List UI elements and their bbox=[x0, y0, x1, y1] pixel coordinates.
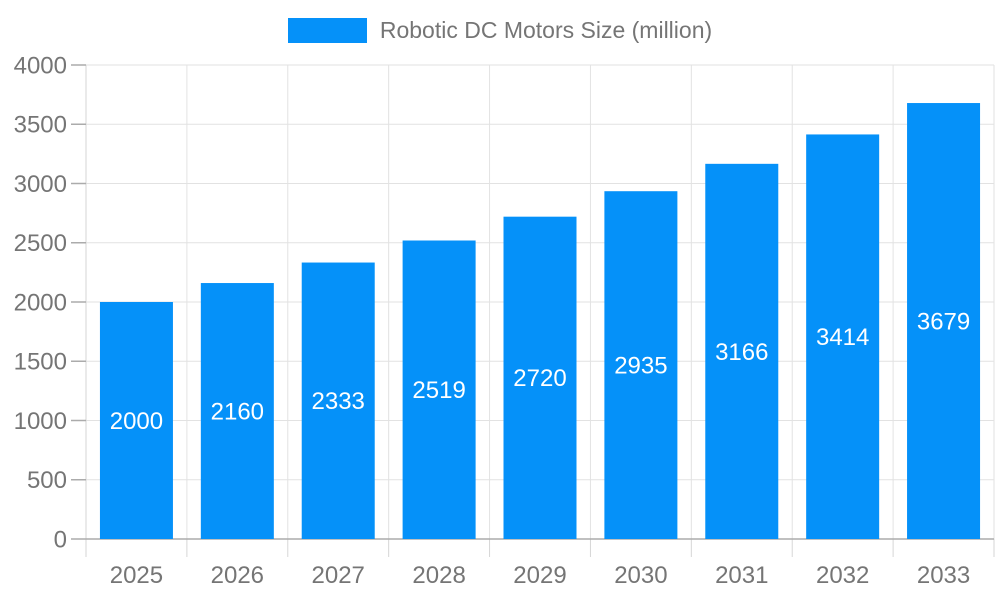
y-axis-label: 2500 bbox=[14, 230, 67, 257]
x-axis-label: 2030 bbox=[614, 562, 667, 589]
x-axis-label: 2033 bbox=[917, 562, 970, 589]
bar-value-label: 3679 bbox=[917, 308, 970, 335]
x-axis-label: 2026 bbox=[211, 562, 264, 589]
legend-label: Robotic DC Motors Size (million) bbox=[379, 17, 713, 43]
y-axis-label: 3000 bbox=[14, 171, 67, 198]
legend-item[interactable]: Robotic DC Motors Size (million) bbox=[0, 17, 1000, 44]
x-axis-label: 2029 bbox=[513, 562, 566, 589]
y-axis-label: 1000 bbox=[14, 408, 67, 435]
y-axis-label: 0 bbox=[54, 526, 67, 553]
bar-value-label: 2935 bbox=[614, 353, 667, 380]
bar-2026[interactable] bbox=[200, 283, 274, 539]
bar-2029[interactable] bbox=[503, 216, 577, 539]
bar-value-label: 3414 bbox=[816, 324, 869, 351]
y-axis-label: 1500 bbox=[14, 349, 67, 376]
bar-value-label: 2720 bbox=[513, 365, 566, 392]
y-axis-label: 4000 bbox=[14, 52, 67, 79]
bar-value-label: 2160 bbox=[211, 398, 264, 425]
bar-2025[interactable] bbox=[99, 302, 173, 539]
bar-value-label: 2000 bbox=[110, 408, 163, 435]
bar-2032[interactable] bbox=[806, 134, 880, 540]
bar-value-label: 2519 bbox=[412, 377, 465, 404]
bar-2028[interactable] bbox=[402, 240, 476, 539]
bar-2031[interactable] bbox=[705, 163, 779, 540]
x-axis-label: 2028 bbox=[412, 562, 465, 589]
x-axis-label: 2027 bbox=[312, 562, 365, 589]
y-axis-label: 3500 bbox=[14, 112, 67, 139]
bar-2033[interactable] bbox=[907, 103, 981, 539]
x-axis-label: 2031 bbox=[715, 562, 768, 589]
x-axis-label: 2032 bbox=[816, 562, 869, 589]
y-axis-label: 2000 bbox=[14, 289, 67, 316]
bar-value-label: 3166 bbox=[715, 339, 768, 366]
bar-2030[interactable] bbox=[604, 191, 678, 539]
y-axis-label: 500 bbox=[27, 467, 67, 494]
bar-value-label: 2333 bbox=[312, 388, 365, 415]
legend-swatch bbox=[287, 18, 367, 43]
bar-2027[interactable] bbox=[301, 262, 375, 539]
x-axis-label: 2025 bbox=[110, 562, 163, 589]
